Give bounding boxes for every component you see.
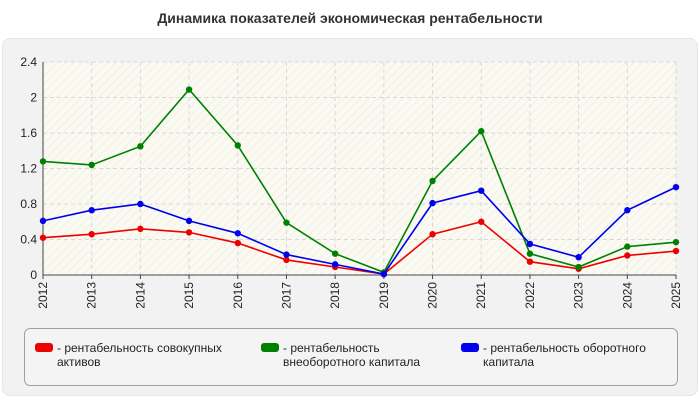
series-2-point (88, 161, 95, 169)
series-3-point (234, 230, 241, 237)
legend: - рентабельность совокупных активов - ре… (24, 328, 678, 386)
series-3-point (429, 199, 436, 207)
series-3-point (380, 270, 388, 278)
x-tick-label: 2025 (669, 282, 683, 309)
y-tick-label: 0 (30, 268, 37, 282)
series-2-point (39, 158, 47, 165)
x-tick-label: 2018 (328, 282, 342, 309)
series-1-point (478, 218, 485, 225)
series-3-point (672, 183, 680, 191)
series-2-point (185, 86, 193, 93)
series-2-point (234, 142, 241, 149)
legend-label: - рентабельность оборотного капитала (483, 341, 646, 369)
legend-label: - рентабельность внеоборотного капитала (283, 341, 420, 369)
series-3-point (283, 251, 290, 258)
series-2-point (429, 177, 436, 185)
series-1-point (429, 230, 436, 238)
y-tick-label: 2.4 (20, 55, 37, 69)
series-1-point (88, 230, 95, 238)
series-3-point (478, 187, 485, 194)
series-2-point (137, 143, 144, 150)
series-3-point (526, 240, 534, 248)
x-tick-label: 2019 (377, 282, 391, 309)
series-3-point (331, 261, 339, 268)
x-tick-label: 2012 (36, 282, 50, 309)
x-tick-label: 2016 (231, 282, 245, 309)
series-1-point (283, 256, 290, 264)
series-line-2 (42, 88, 677, 274)
series-3-point (185, 217, 193, 225)
series-2-point (331, 250, 339, 257)
legend-swatch-blue (461, 343, 479, 352)
x-tick-label: 2014 (133, 282, 147, 309)
series-1-point (624, 252, 631, 259)
series-1-point (137, 225, 144, 233)
legend-swatch-red (35, 343, 53, 352)
series-3-point (137, 200, 144, 208)
y-tick-label: 1.6 (20, 126, 37, 140)
x-tick-label: 2024 (620, 282, 634, 309)
series-3-point (39, 217, 47, 225)
series-1-point (185, 229, 193, 236)
legend-item-working-capital: - рентабельность оборотного капитала (461, 341, 671, 369)
series-line-3 (42, 186, 677, 276)
series-1-point (234, 239, 241, 247)
legend-label: - рентабельность совокупных активов (57, 341, 222, 369)
y-tick-label: 0.8 (20, 197, 37, 211)
series-3-point (624, 207, 631, 214)
series-1-point (526, 258, 534, 265)
series-2-point (283, 219, 290, 226)
x-tick-label: 2023 (572, 282, 586, 309)
series-2-point (624, 243, 631, 250)
x-tick-label: 2022 (523, 282, 537, 309)
chart-title: Динамика показателей экономическая рента… (157, 10, 543, 26)
series-3-point (575, 254, 582, 261)
x-tick-label: 2017 (279, 282, 293, 309)
series-1-point (39, 234, 47, 241)
x-tick-label: 2021 (474, 282, 488, 309)
x-tick-label: 2015 (182, 282, 196, 309)
x-tick-label: 2013 (85, 282, 99, 309)
series-2-point (672, 238, 680, 246)
series-3-point (88, 207, 95, 214)
legend-item-assets: - рентабельность совокупных активов (35, 341, 250, 369)
legend-swatch-green (261, 343, 279, 352)
series-2-point (575, 263, 582, 271)
x-tick-label: 2020 (426, 282, 440, 309)
series-2-point (478, 128, 485, 135)
series-1-point (672, 247, 680, 255)
series-line-1 (42, 220, 677, 275)
series-2-point (526, 250, 534, 257)
y-tick-label: 1.2 (20, 162, 37, 176)
y-tick-label: 0.4 (20, 233, 37, 247)
legend-item-noncurrent-capital: - рентабельность внеоборотного капитала (261, 341, 456, 369)
y-tick-label: 2 (30, 91, 37, 105)
